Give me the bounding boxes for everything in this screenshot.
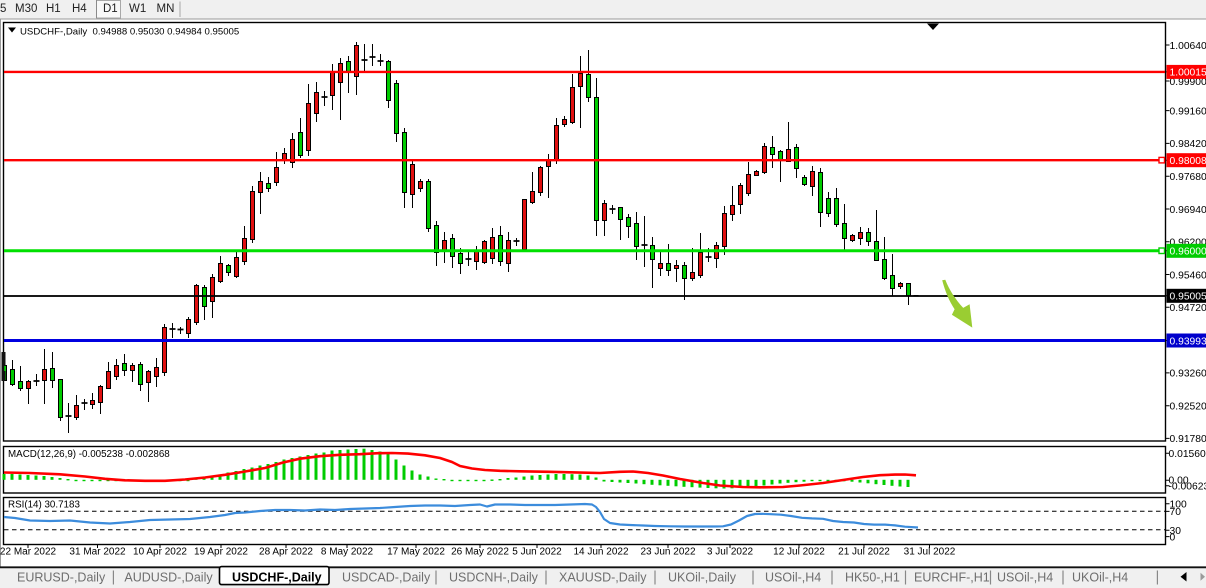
svg-text:26 May 2022: 26 May 2022 (451, 547, 509, 558)
svg-text:5 Jun 2022: 5 Jun 2022 (512, 547, 562, 558)
svg-text:14 Jun 2022: 14 Jun 2022 (573, 547, 628, 558)
svg-text:0.98420: 0.98420 (1170, 139, 1206, 150)
svg-text:USDCHF-,Daily: USDCHF-,Daily (232, 571, 322, 585)
svg-text:AUDUSD-,Daily: AUDUSD-,Daily (124, 571, 213, 585)
svg-text:5: 5 (0, 3, 6, 15)
svg-text:EURUSD-,Daily: EURUSD-,Daily (17, 571, 106, 585)
svg-text:1.00640: 1.00640 (1170, 41, 1206, 52)
svg-text:0.015605: 0.015605 (1169, 449, 1206, 460)
svg-text:0.00: 0.00 (1169, 476, 1189, 487)
svg-text:10 Apr 2022: 10 Apr 2022 (133, 547, 187, 558)
svg-text:0: 0 (1170, 532, 1176, 543)
svg-text:-0.00623: -0.00623 (1169, 482, 1206, 493)
svg-text:3 Jul 2022: 3 Jul 2022 (707, 547, 754, 558)
svg-text:1.00015: 1.00015 (1170, 68, 1206, 79)
svg-text:22 Mar 2022: 22 Mar 2022 (0, 547, 57, 558)
svg-text:31 Jul 2022: 31 Jul 2022 (904, 547, 956, 558)
svg-text:30: 30 (1170, 526, 1182, 537)
svg-text:0.96940: 0.96940 (1170, 205, 1206, 216)
svg-text:70: 70 (1170, 507, 1182, 518)
svg-text:28 Apr 2022: 28 Apr 2022 (259, 547, 313, 558)
svg-text:17 May 2022: 17 May 2022 (387, 547, 445, 558)
svg-text:12 Jul 2022: 12 Jul 2022 (773, 547, 825, 558)
svg-text:USDCHF-,Daily 0.94988 0.95030: USDCHF-,Daily 0.94988 0.95030 0.94984 0.… (20, 27, 239, 38)
svg-text:0.94720: 0.94720 (1170, 303, 1206, 314)
svg-text:0.91780: 0.91780 (1170, 434, 1206, 445)
svg-text:31 Mar 2022: 31 Mar 2022 (69, 547, 126, 558)
svg-text:8 May 2022: 8 May 2022 (321, 547, 374, 558)
svg-text:0.95005: 0.95005 (1170, 292, 1206, 303)
svg-text:0.93993: 0.93993 (1170, 336, 1206, 347)
svg-text:0.96200: 0.96200 (1170, 238, 1206, 249)
svg-text:XAUUSD-,Daily: XAUUSD-,Daily (559, 571, 647, 585)
svg-text:USOil-,H4: USOil-,H4 (997, 571, 1053, 585)
svg-text:UKOil-,H4: UKOil-,H4 (1072, 571, 1128, 585)
svg-text:MN: MN (157, 3, 175, 15)
svg-text:H1: H1 (46, 3, 61, 15)
svg-text:0.97680: 0.97680 (1170, 172, 1206, 183)
svg-text:100: 100 (1170, 500, 1187, 511)
svg-text:0.96000: 0.96000 (1170, 247, 1206, 258)
svg-text:0.98008: 0.98008 (1170, 156, 1206, 167)
svg-text:H4: H4 (72, 3, 87, 15)
svg-text:0.99900: 0.99900 (1170, 77, 1206, 88)
svg-text:0.93260: 0.93260 (1170, 369, 1206, 380)
svg-text:23 Jun 2022: 23 Jun 2022 (640, 547, 695, 558)
svg-text:USDCNH-,Daily: USDCNH-,Daily (449, 571, 539, 585)
svg-text:21 Jul 2022: 21 Jul 2022 (838, 547, 890, 558)
svg-text:RSI(14) 30.7183: RSI(14) 30.7183 (8, 500, 80, 511)
svg-text:USDCAD-,Daily: USDCAD-,Daily (342, 571, 431, 585)
svg-text:HK50-,H1: HK50-,H1 (845, 571, 900, 585)
svg-text:M30: M30 (15, 3, 37, 15)
svg-text:W1: W1 (129, 3, 146, 15)
svg-text:USOil-,H4: USOil-,H4 (765, 571, 821, 585)
svg-text:0.95460: 0.95460 (1170, 270, 1206, 281)
svg-text:UKOil-,Daily: UKOil-,Daily (668, 571, 737, 585)
svg-text:D1: D1 (103, 3, 118, 15)
svg-text:0.99160: 0.99160 (1170, 106, 1206, 117)
svg-text:EURCHF-,H1: EURCHF-,H1 (914, 571, 990, 585)
svg-text:19 Apr 2022: 19 Apr 2022 (194, 547, 248, 558)
svg-text:0.92520: 0.92520 (1170, 402, 1206, 413)
svg-text:MACD(12,26,9) -0.005238 -0.002: MACD(12,26,9) -0.005238 -0.002868 (8, 449, 170, 460)
